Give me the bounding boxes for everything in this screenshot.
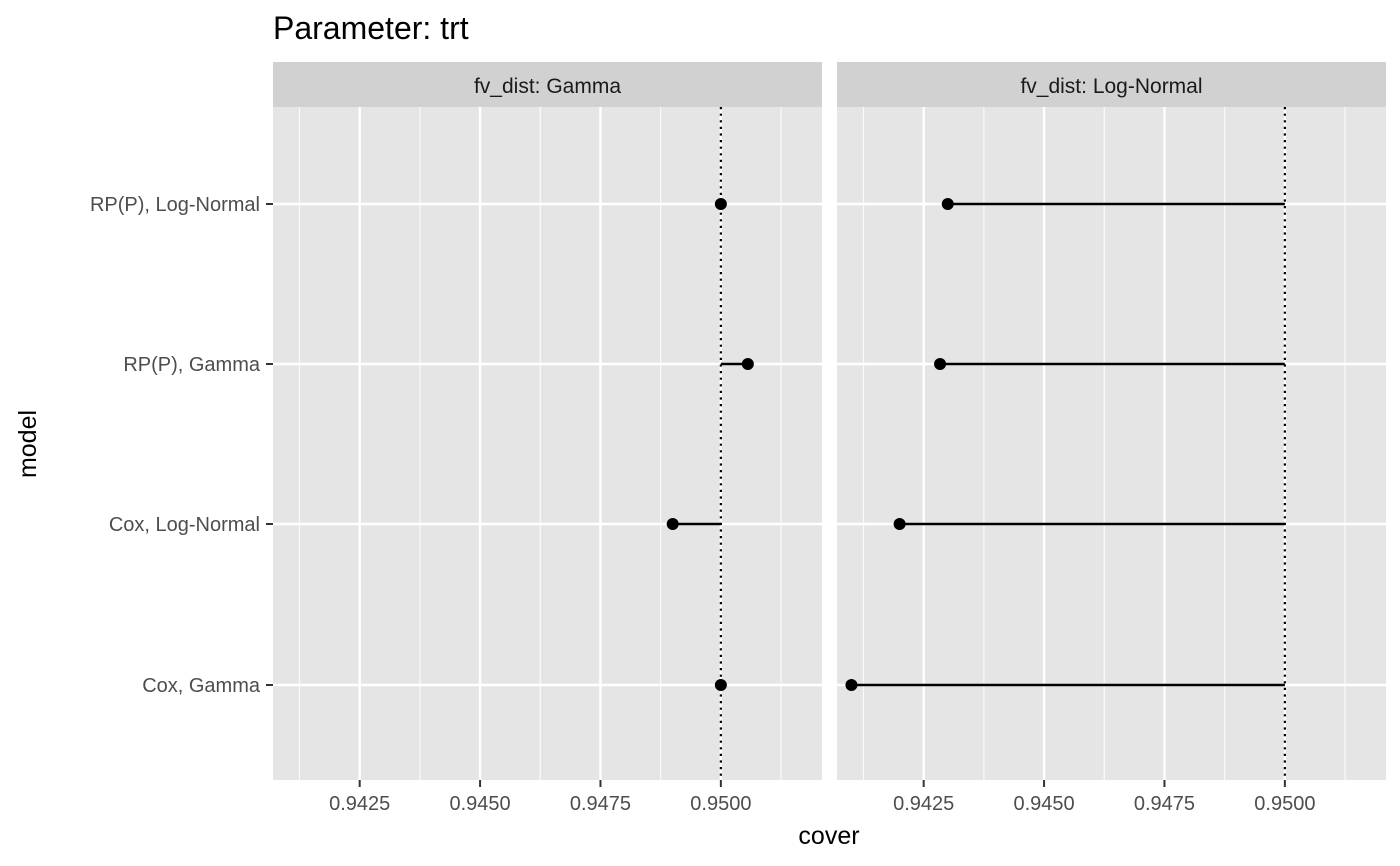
x-tick-label: 0.9475 [570,793,631,815]
data-point [714,198,727,210]
y-axis: RP(P), Log-Normal RP(P), Gamma Cox, Log-No… [90,194,273,697]
data-point [845,679,858,691]
x-tick-label: 0.9475 [1134,793,1195,815]
facet-strip [273,62,822,107]
x-tick-label: 0.9450 [1013,793,1074,815]
facet-panel-1: fv_dist: Gamma 0.9425 0.9450 0.9475 0.9500 [273,62,822,815]
facet-strip-label: fv_dist: Log-Normal [1020,75,1202,98]
chart-title: Parameter: trt [273,10,469,46]
data-point [893,518,906,530]
y-tick-label: RP(P), Gamma [123,354,261,376]
y-tick-label: Cox, Gamma [142,675,261,697]
facet-strip [837,62,1386,107]
x-tick-label: 0.9450 [449,793,510,815]
data-point [934,358,947,370]
y-tick-label: Cox, Log-Normal [109,514,260,536]
data-point [666,518,679,530]
x-tick-label: 0.9425 [329,793,390,815]
data-point [714,679,727,691]
facet-panel-2: fv_dist: Log-Normal 0.9425 0.9450 0.9475 0.9… [837,62,1386,815]
data-point [941,198,954,210]
x-tick-label: 0.9425 [893,793,954,815]
panel-background [837,107,1386,780]
facet-strip-label: fv_dist: Gamma [474,75,621,98]
panel-background [273,107,822,780]
y-axis-title: model [14,410,42,478]
y-tick-label: RP(P), Log-Normal [90,194,260,216]
x-axis-title: cover [798,822,859,850]
x-tick-label: 0.9500 [1254,793,1315,815]
x-tick-label: 0.9500 [690,793,751,815]
data-point [741,358,754,370]
